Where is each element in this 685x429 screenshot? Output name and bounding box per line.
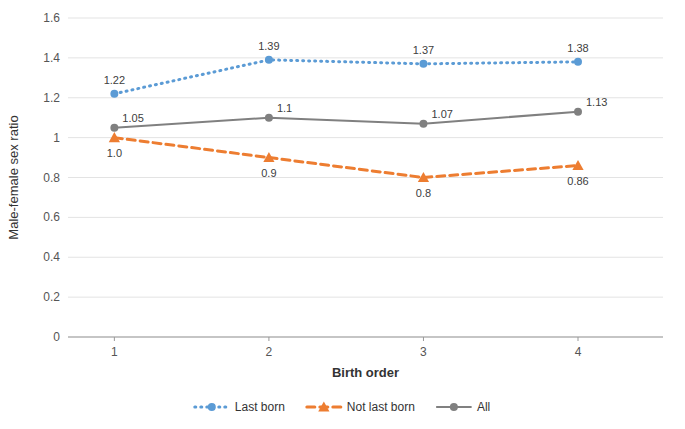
data-label: 1.22: [104, 74, 125, 86]
data-label: 1.07: [431, 108, 452, 120]
y-axis-title: Male-female sex ratio: [6, 115, 21, 239]
legend-item: Not last born: [307, 400, 415, 414]
y-tick-label: 0: [53, 330, 60, 344]
legend: Last born Not last born All: [195, 400, 490, 414]
series-line: [114, 112, 578, 128]
x-axis-title: Birth order: [332, 365, 399, 380]
legend-marker: [318, 401, 329, 411]
grid-line: [68, 257, 663, 258]
series-line: [114, 60, 578, 94]
grid-line: [68, 297, 663, 298]
y-tick-label: 1: [53, 131, 60, 145]
x-tick-label: 4: [575, 345, 582, 359]
data-labels: 1.22 1.39 1.37 1.38 1.0 0.9 0.8 0.86 1.05 1.1 1.07…: [104, 40, 608, 199]
legend-marker: [450, 403, 458, 411]
y-tick-label: 1.4: [43, 51, 60, 65]
data-label: 1.0: [107, 147, 122, 159]
legend-item: Last born: [195, 400, 285, 414]
series-marker: [572, 160, 583, 170]
chart: 0 0.2 0.4 0.6 0.8 1 1.2 1.4 1.6 1 2 3 4 Birth order Ma…: [0, 0, 685, 429]
series-marker: [265, 114, 273, 122]
series-line: [114, 138, 578, 178]
legend-label: Not last born: [347, 400, 415, 414]
series-marker: [419, 60, 427, 68]
legend-label: All: [477, 400, 490, 414]
y-tick-label: 1.2: [43, 91, 60, 105]
data-label: 0.86: [567, 175, 588, 187]
x-tick: [578, 337, 579, 341]
x-tick-label: 3: [420, 345, 427, 359]
y-tick-label: 0.8: [43, 171, 60, 185]
grid: [68, 18, 663, 337]
series-marker: [574, 58, 582, 66]
x-tick: [423, 337, 424, 341]
series-marker: [110, 90, 118, 98]
data-label: 1.39: [258, 40, 279, 52]
data-label: 1.05: [122, 112, 143, 124]
grid-line: [68, 337, 663, 338]
y-tick-label: 0.2: [43, 290, 60, 304]
data-label: 1.13: [586, 96, 607, 108]
x-tick: [114, 337, 115, 341]
x-tick: [268, 337, 269, 341]
data-label: 1.37: [413, 44, 434, 56]
legend-item: All: [437, 400, 490, 414]
data-label: 1.38: [567, 42, 588, 54]
series-marker: [419, 120, 427, 128]
series-marker: [265, 56, 273, 64]
y-tick-label: 1.6: [43, 11, 60, 25]
x-tick-label: 1: [111, 345, 118, 359]
legend-label: Last born: [235, 400, 285, 414]
x-axis-line: [68, 337, 663, 338]
y-tick-label: 0.6: [43, 210, 60, 224]
series-marker: [110, 124, 118, 132]
grid-line: [68, 18, 663, 19]
grid-line: [68, 217, 663, 218]
grid-line: [68, 97, 663, 98]
data-label: 1.1: [277, 102, 292, 114]
series-marker: [263, 152, 274, 162]
y-tick-label: 0.4: [43, 250, 60, 264]
plot-area: [109, 56, 584, 182]
legend-marker: [208, 403, 216, 411]
grid-line: [68, 137, 663, 138]
x-tick-label: 2: [266, 345, 273, 359]
grid-line: [68, 57, 663, 58]
series-marker: [574, 108, 582, 116]
data-label: 0.9: [261, 167, 276, 179]
series-marker: [109, 132, 120, 142]
series-marker: [418, 172, 429, 182]
data-label: 0.8: [416, 187, 431, 199]
